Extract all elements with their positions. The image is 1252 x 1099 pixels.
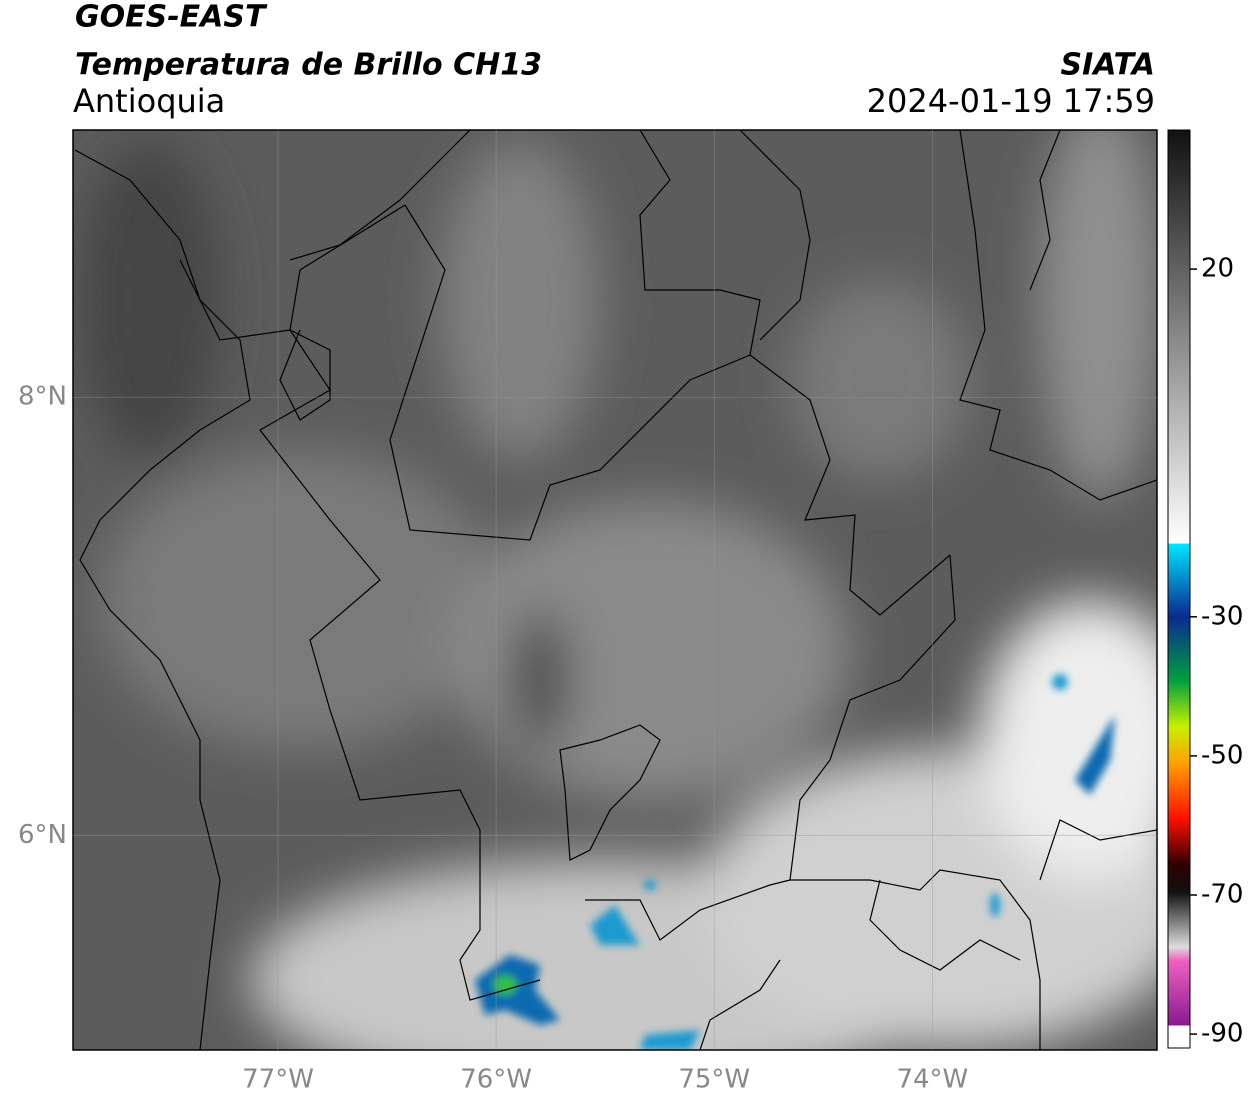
- x-tick-label: 74°W: [896, 1065, 968, 1095]
- colorbar-tick-label: -90: [1201, 1019, 1243, 1049]
- satellite-image: [73, 130, 1157, 1050]
- colorbar-tick-label: -70: [1201, 880, 1243, 910]
- colorbar: [1167, 129, 1191, 1049]
- x-tick-label: 75°W: [678, 1065, 750, 1095]
- y-tick-label: 8°N: [18, 382, 67, 412]
- title-datetime: 2024-01-19 17:59: [867, 82, 1155, 120]
- title-region: Antioquia: [73, 82, 225, 120]
- x-tick-label: 76°W: [460, 1065, 532, 1095]
- colorbar-tick-label: 20: [1201, 254, 1234, 284]
- x-tick-label: 77°W: [242, 1065, 314, 1095]
- title-product: Temperatura de Brillo CH13: [75, 48, 542, 83]
- colorbar-tick-label: -30: [1201, 601, 1243, 631]
- y-tick-label: 6°N: [18, 820, 67, 850]
- map-frame: [72, 129, 1158, 1051]
- title-satellite: GOES-EAST: [75, 0, 268, 35]
- title-source: SIATA: [1061, 48, 1155, 83]
- colorbar-tick-label: -50: [1201, 740, 1243, 770]
